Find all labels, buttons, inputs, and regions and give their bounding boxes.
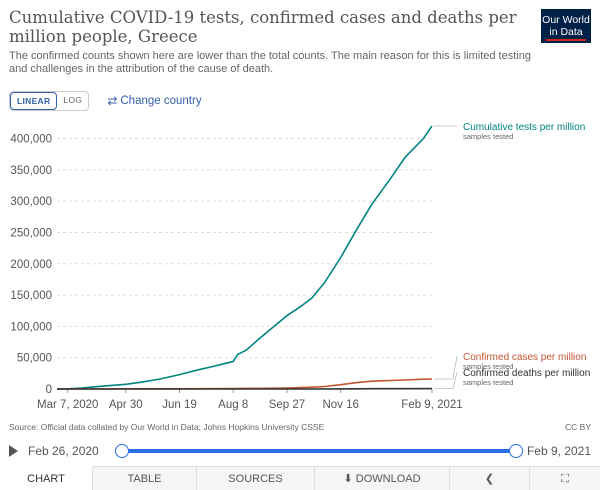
chart-footer: Source: Official data collated by Our Wo… — [9, 422, 591, 432]
series-note: samples tested — [463, 362, 513, 371]
x-tick-label: Mar 7, 2020 — [37, 399, 98, 411]
owid-logo[interactable]: Our World in Data — [541, 9, 591, 43]
timeline-end-handle[interactable] — [509, 444, 523, 458]
line-chart: 0 50,000 100,000 150,000 200,000 250,000 300,0… — [10, 122, 590, 411]
x-tick-label: Apr 30 — [109, 399, 143, 411]
grid — [57, 138, 432, 390]
x-axis: Mar 7, 2020 Apr 30 Jun 19 Aug 8 Sep 27 Nov 16… — [37, 389, 463, 411]
tab-download[interactable]: ⬇ DOWNLOAD — [315, 467, 450, 490]
y-tick-label: 50,000 — [17, 353, 52, 365]
swap-arrows-icon: ⇄ — [107, 93, 118, 108]
tab-chart[interactable]: CHART — [0, 466, 93, 490]
timeline-end-date: Feb 9, 2021 — [526, 444, 591, 458]
change-country-label: Change country — [120, 94, 202, 107]
tab-sources[interactable]: SOURCES — [197, 467, 315, 490]
tab-table[interactable]: TABLE — [93, 467, 197, 490]
y-tick-label: 350,000 — [10, 165, 52, 177]
label-connector — [434, 355, 458, 380]
source-note[interactable]: Source: Official data collated by Our Wo… — [9, 422, 325, 432]
chart-title: Cumulative COVID-19 tests, confirmed cas… — [9, 8, 517, 46]
x-tick-label: Jun 19 — [162, 399, 197, 411]
timeline-start-date: Feb 26, 2020 — [28, 444, 99, 458]
chart-controls: LINEAR LOG ⇄ Change country — [9, 90, 202, 111]
download-label: DOWNLOAD — [355, 473, 421, 485]
timeline-track[interactable] — [122, 449, 516, 453]
series-line — [57, 378, 433, 390]
x-tick-label: Nov 16 — [322, 399, 358, 411]
linear-button[interactable]: LINEAR — [10, 91, 58, 110]
expand-icon[interactable]: ⛶ — [561, 473, 569, 485]
y-tick-label: 250,000 — [10, 227, 52, 239]
license-link[interactable]: CC BY — [565, 422, 591, 432]
series-name: Confirmed cases per million — [463, 352, 586, 363]
tab-bar: CHART TABLE SOURCES ⬇ DOWNLOAD ❮ ⛶ — [0, 466, 600, 490]
logo-line-2: in Data — [546, 26, 586, 41]
scale-toggle: LINEAR LOG — [9, 90, 90, 111]
series-name: Confirmed deaths per million — [463, 368, 590, 379]
series-note: samples tested — [463, 132, 513, 141]
timeline: Feb 26, 2020 Feb 9, 2021 — [0, 441, 600, 463]
log-button[interactable]: LOG — [63, 94, 83, 105]
series-note: samples tested — [463, 378, 513, 387]
x-tick-label: Sep 27 — [269, 399, 305, 411]
series-name: Cumulative tests per million — [463, 122, 585, 133]
change-country-button[interactable]: ⇄ Change country — [107, 94, 201, 108]
series-line — [56, 125, 433, 390]
chart-subtitle: The confirmed counts shown here are lowe… — [9, 50, 531, 75]
play-icon[interactable] — [9, 445, 18, 457]
x-tick-label: Aug 8 — [218, 399, 248, 411]
download-icon: ⬇ — [343, 473, 353, 485]
timeline-start-handle[interactable] — [115, 444, 129, 458]
label-connector — [434, 371, 458, 390]
y-tick-label: 100,000 — [10, 321, 52, 333]
y-tick-label: 200,000 — [10, 259, 52, 271]
y-tick-label: 0 — [46, 384, 52, 396]
series-lines — [56, 125, 433, 390]
share-icon[interactable]: ❮ — [450, 467, 530, 490]
y-tick-label: 400,000 — [10, 134, 52, 146]
x-tick-label: Feb 9, 2021 — [401, 399, 462, 411]
y-axis: 0 50,000 100,000 150,000 200,000 250,000 300,0… — [10, 134, 52, 396]
logo-line-1: Our World — [542, 14, 590, 26]
y-tick-label: 150,000 — [10, 290, 52, 302]
y-tick-label: 300,000 — [10, 196, 52, 208]
